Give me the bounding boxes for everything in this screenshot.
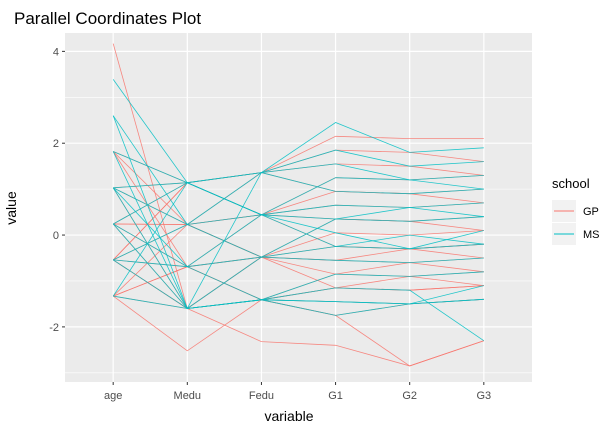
plot-panel xyxy=(65,33,532,382)
legend-label-ms: MS xyxy=(583,229,600,241)
series-line-ms xyxy=(112,187,484,301)
x-tick-label: Medu xyxy=(174,390,202,402)
y-axis-ticks: -2 0 2 4 xyxy=(49,46,65,334)
x-tick-label: Fedu xyxy=(249,390,274,402)
series-line-ms xyxy=(113,187,484,225)
x-tick-label: G1 xyxy=(328,390,343,402)
legend-title: school xyxy=(552,176,590,191)
series-line-ms xyxy=(112,182,484,297)
y-axis-title: value xyxy=(3,191,19,225)
chart-title: Parallel Coordinates Plot xyxy=(14,9,201,28)
series-line-ms xyxy=(113,182,484,225)
y-tick-label: 0 xyxy=(53,230,59,242)
series-line-ms xyxy=(113,295,484,316)
x-tick-label: age xyxy=(104,390,122,402)
series-line-ms xyxy=(113,214,484,268)
series-line-ms xyxy=(112,115,484,258)
y-tick-label: 2 xyxy=(53,138,59,150)
x-axis-title: variable xyxy=(264,408,313,424)
legend-label-gp: GP xyxy=(583,206,599,218)
series-line-ms xyxy=(113,172,484,261)
series-line-ms xyxy=(112,259,484,309)
data-lines xyxy=(112,43,485,367)
legend: school GP MS xyxy=(552,176,600,245)
x-tick-label: G2 xyxy=(402,390,417,402)
series-line-ms xyxy=(112,79,484,184)
series-line-ms xyxy=(112,223,485,342)
series-line-ms xyxy=(113,151,484,216)
y-tick-label: 4 xyxy=(53,46,59,58)
x-axis-ticks: age Medu Fedu G1 G2 G3 xyxy=(104,382,491,402)
y-tick-label: -2 xyxy=(49,322,59,334)
x-tick-label: G3 xyxy=(476,390,491,402)
series-line-ms xyxy=(113,223,484,268)
series-line-ms xyxy=(112,151,484,310)
series-line-ms xyxy=(112,163,484,310)
series-line-ms xyxy=(113,149,484,189)
